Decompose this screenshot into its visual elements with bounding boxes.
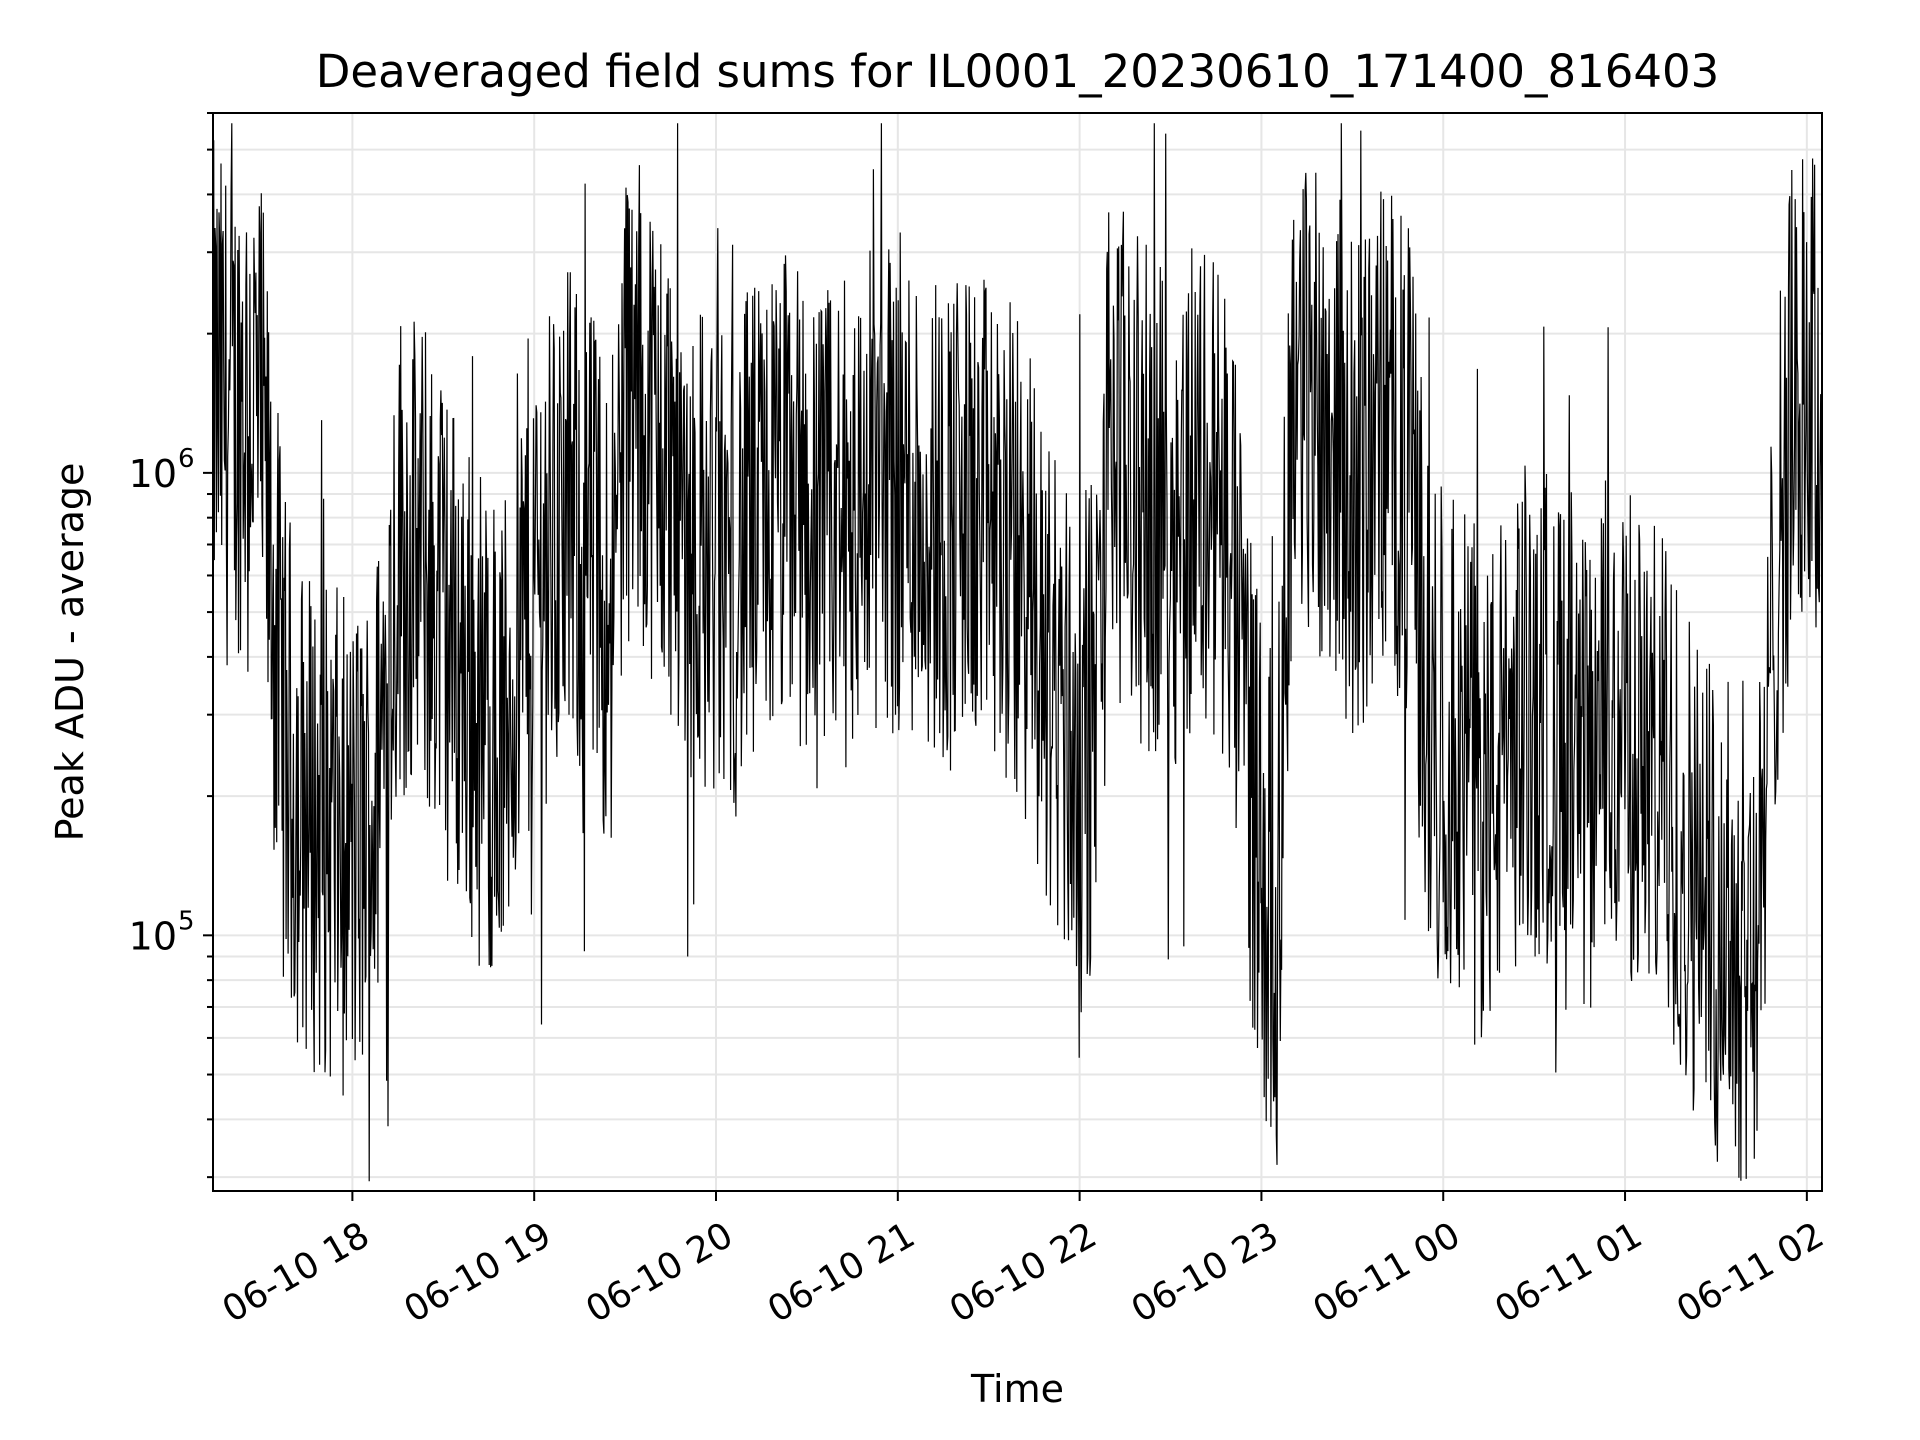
series-line: [213, 123, 1822, 1182]
plot-frame: [212, 112, 1823, 1192]
y-tick-exponent: 6: [178, 444, 195, 474]
y-axis-label: Peak ADU - average: [48, 463, 92, 842]
y-tick-label: 10: [129, 914, 177, 958]
y-tick-label: 10: [129, 452, 177, 496]
y-tick-exponent: 5: [178, 906, 195, 936]
chart-title: Deaveraged field sums for IL0001_2023061…: [316, 45, 1720, 98]
x-axis-label: Time: [970, 1367, 1064, 1411]
data-layer: [213, 123, 1822, 1182]
y-tick-base: 10: [129, 914, 177, 958]
y-tick-base: 10: [129, 452, 177, 496]
